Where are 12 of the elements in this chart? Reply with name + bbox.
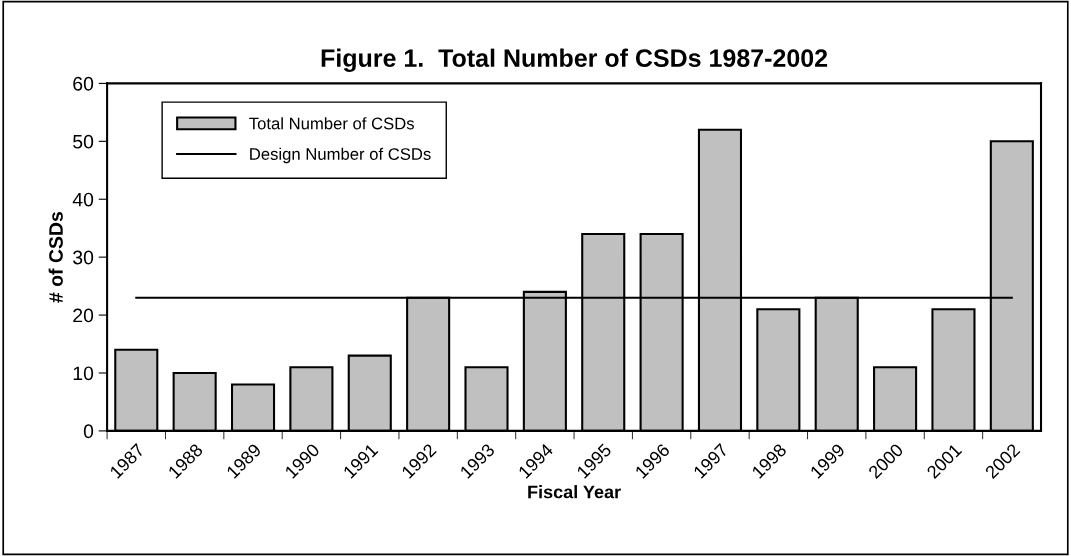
y-tick-label: 10 — [73, 366, 94, 381]
y-tick-label: 20 — [73, 308, 94, 323]
y-tick-label: 60 — [73, 76, 94, 91]
y-tick-label: 30 — [73, 250, 94, 265]
legend-label: Design Number of CSDs — [250, 147, 431, 164]
chart-title: Figure 1. Total Number of CSDs 1987-2002 — [321, 48, 828, 73]
y-axis-title: # of CSDs — [48, 212, 63, 303]
x-axis-title: Fiscal Year — [528, 485, 621, 499]
legend-label: Total Number of CSDs — [249, 117, 414, 130]
y-tick-label: 50 — [73, 134, 94, 149]
y-tick-label: 0 — [83, 424, 94, 439]
y-tick-label: 40 — [72, 192, 94, 207]
